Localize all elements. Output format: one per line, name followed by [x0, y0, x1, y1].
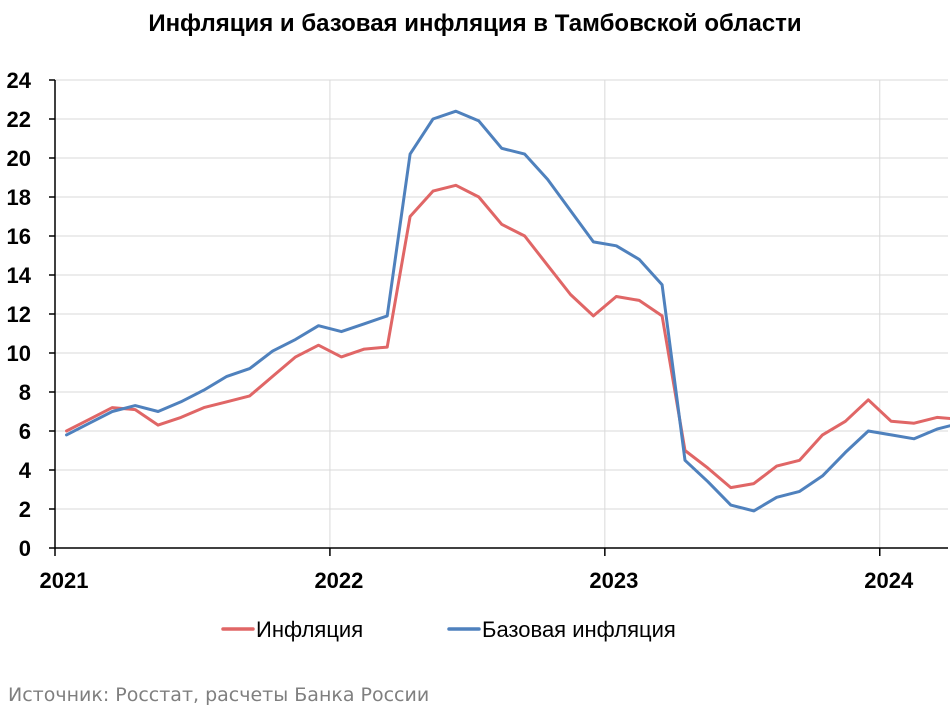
chart-title: Инфляция и базовая инфляция в Тамбовской… [148, 10, 802, 37]
y-tick-label: 6 [19, 419, 31, 444]
y-tick-label: 22 [7, 107, 31, 132]
legend: Инфляция Базовая инфляция [221, 617, 676, 642]
y-tick-label: 24 [7, 68, 32, 93]
x-tick-label: 2022 [314, 568, 363, 593]
legend-label: Базовая инфляция [482, 617, 676, 642]
x-tick-label: 2023 [589, 568, 638, 593]
y-tick-label: 8 [19, 380, 31, 405]
axes [49, 79, 948, 556]
legend-label: Инфляция [256, 617, 363, 642]
y-tick-label: 16 [7, 224, 31, 249]
series-line-inflation [65, 183, 950, 490]
y-tick-label: 18 [7, 185, 31, 210]
x-axis-ticks: 2021 2022 2023 2024 [40, 568, 914, 593]
series-line-core-inflation [65, 109, 950, 513]
y-tick-label: 2 [19, 497, 31, 522]
y-tick-label: 14 [7, 263, 32, 288]
y-tick-label: 4 [19, 458, 32, 483]
source-note: Источник: Росстат, расчеты Банка России [8, 684, 430, 706]
x-tick-label: 2021 [40, 568, 89, 593]
y-tick-label: 10 [7, 341, 31, 366]
series-lines [65, 109, 950, 513]
x-tick-label: 2024 [864, 568, 914, 593]
y-tick-label: 20 [7, 146, 31, 171]
grid-lines [55, 79, 948, 548]
y-tick-label: 12 [7, 302, 31, 327]
y-tick-label: 0 [19, 536, 31, 561]
